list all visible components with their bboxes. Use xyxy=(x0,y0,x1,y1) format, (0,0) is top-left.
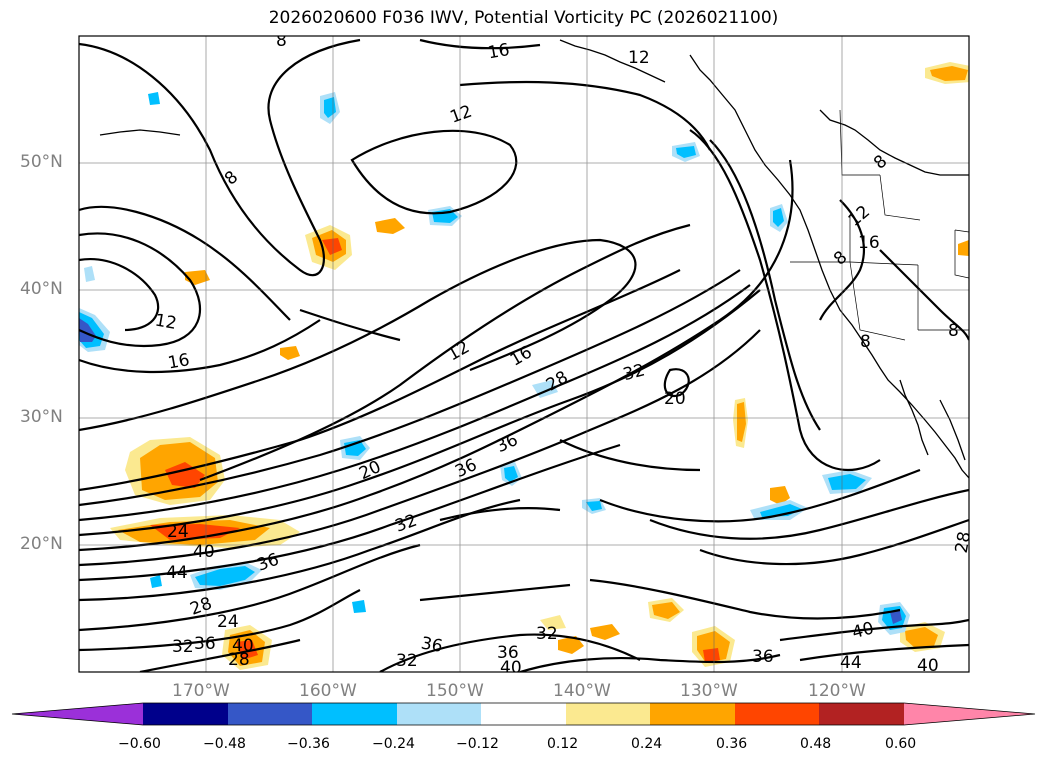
lon-label: 130°W xyxy=(680,681,738,701)
contour-label: 12 xyxy=(628,48,650,68)
lon-label: 120°W xyxy=(808,681,866,701)
colorbar-segment xyxy=(650,703,735,725)
contour-label: 32 xyxy=(396,651,418,671)
colorbar-segment xyxy=(143,703,228,725)
colorbar xyxy=(11,702,1036,726)
borders xyxy=(790,109,969,341)
contour-label: 8 xyxy=(276,31,287,51)
lat-label: 20°N xyxy=(20,534,63,554)
colorbar-extend-high xyxy=(904,703,1035,725)
graticule xyxy=(79,36,969,672)
contour-label: 36 xyxy=(752,647,774,667)
colorbar-tick-label: 0.36 xyxy=(716,736,748,752)
contour-label: 44 xyxy=(840,653,862,673)
colorbar-segment xyxy=(735,703,819,725)
colorbar-tick-label: −0.24 xyxy=(372,736,415,752)
colorbar-tick-label: −0.12 xyxy=(456,736,499,752)
contour-label: 36 xyxy=(497,643,519,663)
contour-label: 36 xyxy=(194,634,216,654)
lon-label: 140°W xyxy=(553,681,611,701)
colorbar-tick-label: −0.36 xyxy=(287,736,330,752)
colorbar-segment xyxy=(481,703,566,725)
contour-label: 24 xyxy=(167,522,189,542)
contour-label: 32 xyxy=(172,637,194,657)
contour-label: 8 xyxy=(860,332,871,352)
colorbar-segment xyxy=(397,703,481,725)
lat-label: 40°N xyxy=(20,279,63,299)
iwv-contours xyxy=(79,38,969,672)
map-frame xyxy=(78,35,970,673)
colorbar-segment xyxy=(819,703,904,725)
contour-label: 40 xyxy=(917,656,939,676)
contour-label: 8 xyxy=(948,321,959,341)
contour-label: 32 xyxy=(536,624,558,644)
colorbar-segment xyxy=(228,703,312,725)
contour-label: 40 xyxy=(193,542,215,562)
contour-label: 36 xyxy=(419,633,444,656)
contour-label: 40 xyxy=(232,636,254,656)
colorbar-extend-low xyxy=(12,703,143,725)
lon-label: 150°W xyxy=(426,681,484,701)
colorbar-tick-label: 0.24 xyxy=(631,736,663,752)
colorbar-tick-label: −0.48 xyxy=(203,736,246,752)
contour-label: 28 xyxy=(952,530,975,555)
lon-label: 160°W xyxy=(299,681,357,701)
colorbar-tick-label: 0.60 xyxy=(885,736,917,752)
contour-label: 16 xyxy=(858,233,880,253)
contour-label: 28 xyxy=(228,650,250,670)
pv-negative-shading xyxy=(79,92,910,635)
lat-label: 50°N xyxy=(20,152,63,172)
lat-label: 30°N xyxy=(20,407,63,427)
contour-label: 16 xyxy=(166,350,191,373)
contour-label: 12 xyxy=(153,310,178,333)
colorbar-tick-label: −0.60 xyxy=(118,736,161,752)
colorbar-tick-label: 0.12 xyxy=(547,736,579,752)
colorbar-segment xyxy=(566,703,650,725)
contour-label: 24 xyxy=(217,612,239,632)
contour-label: 40 xyxy=(500,658,522,678)
colorbar-tick-label: 0.48 xyxy=(800,736,832,752)
colorbar-segment xyxy=(312,703,397,725)
contour-label: 20 xyxy=(664,389,686,409)
contour-label: 16 xyxy=(486,40,511,63)
lon-label: 170°W xyxy=(172,681,230,701)
contour-label: 44 xyxy=(166,563,188,583)
map-title: 2026020600 F036 IWV, Potential Vorticity… xyxy=(268,8,779,28)
